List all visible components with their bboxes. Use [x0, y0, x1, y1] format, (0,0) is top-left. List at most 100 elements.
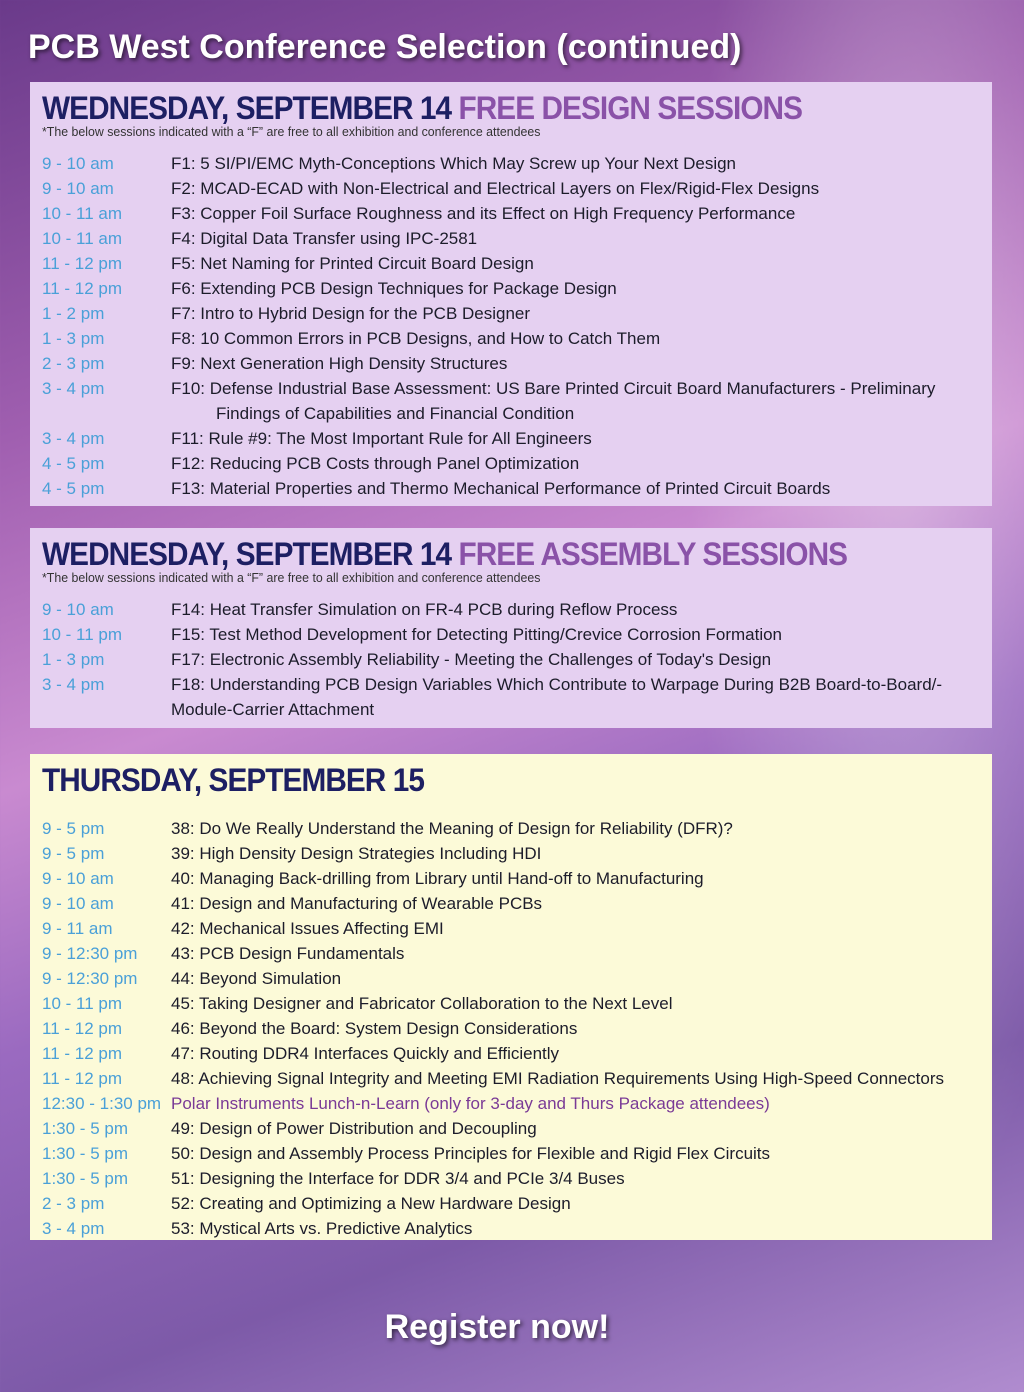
session-row: 1 - 3 pm F8: 10 Common Errors in PCB Desi… — [42, 326, 980, 351]
session-time: 11 - 12 pm — [42, 1019, 123, 1038]
session-time: 11 - 12 pm — [42, 1069, 123, 1088]
section-title: WEDNESDAY, SEPTEMBER 14 FREE DESIGN SESS… — [42, 90, 914, 126]
section-title: WEDNESDAY, SEPTEMBER 14 FREE ASSEMBLY SE… — [42, 536, 914, 572]
session-row: 11 - 12 pm F6: Extending PCB Design Techn… — [42, 276, 980, 301]
session-title: F10: Defense Industrial Base Assessment:… — [171, 379, 936, 423]
session-time: 10 - 11 am — [42, 229, 123, 248]
session-list: 9 - 5 pm 38: Do We Really Understand the … — [42, 816, 980, 1241]
session-row: 3 - 4 pm F18: Understanding PCB Design Va… — [42, 672, 980, 722]
session-row: 10 - 11 am F3: Copper Foil Surface Roughn… — [42, 201, 980, 226]
session-title: 53: Mystical Arts vs. Predictive Analyti… — [171, 1219, 473, 1238]
session-time: 9 - 10 am — [42, 869, 114, 888]
session-row: 3 - 4 pm F10: Defense Industrial Base Ass… — [42, 376, 980, 426]
session-row: 9 - 5 pm 38: Do We Really Understand the … — [42, 816, 980, 841]
session-row: 2 - 3 pm 52: Creating and Optimizing a Ne… — [42, 1191, 980, 1216]
session-time: 12:30 - 1:30 pm — [42, 1094, 162, 1113]
session-title: 39: High Density Design Strategies Inclu… — [171, 844, 542, 863]
session-title: F17: Electronic Assembly Reliability - M… — [171, 650, 772, 669]
session-time: 3 - 4 pm — [42, 429, 105, 448]
session-row: 9 - 10 am 41: Design and Manufacturing of… — [42, 891, 980, 916]
session-title: 44: Beyond Simulation — [171, 969, 342, 988]
session-row: 11 - 12 pm 48: Achieving Signal Integrity… — [42, 1066, 980, 1091]
session-row: 9 - 10 am F1: 5 SI/PI/EMC Myth-Conception… — [42, 151, 980, 176]
register-now-link[interactable]: Register now! — [384, 1308, 610, 1346]
session-title: F5: Net Naming for Printed Circuit Board… — [171, 254, 534, 273]
session-title: 45: Taking Designer and Fabricator Colla… — [171, 994, 673, 1013]
section-subtitle: FREE ASSEMBLY SESSIONS — [458, 536, 848, 572]
session-row: 4 - 5 pm F13: Material Properties and The… — [42, 476, 980, 501]
session-title: F1: 5 SI/PI/EMC Myth-Conceptions Which M… — [171, 154, 737, 173]
section-title: THURSDAY, SEPTEMBER 15 — [42, 762, 914, 798]
session-title: F2: MCAD-ECAD with Non-Electrical and El… — [171, 179, 820, 198]
session-row: 1 - 3 pm F17: Electronic Assembly Reliabi… — [42, 647, 980, 672]
session-row: 1:30 - 5 pm 51: Designing the Interface f… — [42, 1166, 980, 1191]
session-title: F12: Reducing PCB Costs through Panel Op… — [171, 454, 580, 473]
session-time: 2 - 3 pm — [42, 1194, 105, 1213]
session-title: 46: Beyond the Board: System Design Cons… — [171, 1019, 578, 1038]
session-row: 1 - 2 pm F7: Intro to Hybrid Design for t… — [42, 301, 980, 326]
session-time: 9 - 10 am — [42, 600, 114, 619]
session-time: 10 - 11 am — [42, 204, 123, 223]
session-row: 12:30 - 1:30 pm Polar Instruments Lunch-n… — [42, 1091, 980, 1116]
session-row: 9 - 10 am F14: Heat Transfer Simulation o… — [42, 597, 980, 622]
session-title: 50: Design and Assembly Process Principl… — [171, 1144, 771, 1163]
session-row: 10 - 11 pm F15: Test Method Development f… — [42, 622, 980, 647]
session-time: 1 - 2 pm — [42, 304, 105, 323]
section-day: WEDNESDAY, SEPTEMBER 14 — [42, 536, 452, 572]
session-time: 1 - 3 pm — [42, 650, 105, 669]
session-title: F8: 10 Common Errors in PCB Designs, and… — [171, 329, 661, 348]
session-time: 9 - 5 pm — [42, 844, 105, 863]
session-time: 9 - 11 am — [42, 919, 113, 938]
session-time: 9 - 12:30 pm — [42, 944, 138, 963]
session-row: 9 - 10 am F2: MCAD-ECAD with Non-Electric… — [42, 176, 980, 201]
session-row: 4 - 5 pm F12: Reducing PCB Costs through … — [42, 451, 980, 476]
session-time: 2 - 3 pm — [42, 354, 105, 373]
session-time: 1 - 3 pm — [42, 329, 105, 348]
session-row: 10 - 11 pm 45: Taking Designer and Fabric… — [42, 991, 980, 1016]
session-time: 4 - 5 pm — [42, 479, 105, 498]
session-row: 10 - 11 am F4: Digital Data Transfer usin… — [42, 226, 980, 251]
session-time: 9 - 10 am — [42, 894, 114, 913]
section-wed-design: WEDNESDAY, SEPTEMBER 14 FREE DESIGN SESS… — [30, 82, 992, 506]
session-title: F13: Material Properties and Thermo Mech… — [171, 479, 831, 498]
session-title: F9: Next Generation High Density Structu… — [171, 354, 508, 373]
session-time: 3 - 4 pm — [42, 675, 105, 694]
session-row: 11 - 12 pm F5: Net Naming for Printed Cir… — [42, 251, 980, 276]
session-time: 11 - 12 pm — [42, 279, 123, 298]
section-day: WEDNESDAY, SEPTEMBER 14 — [42, 90, 452, 126]
session-time: 1:30 - 5 pm — [42, 1144, 128, 1163]
section-day: THURSDAY, SEPTEMBER 15 — [42, 762, 425, 798]
session-row: 2 - 3 pm F9: Next Generation High Density… — [42, 351, 980, 376]
session-title: F7: Intro to Hybrid Design for the PCB D… — [171, 304, 531, 323]
session-title: F14: Heat Transfer Simulation on FR-4 PC… — [171, 600, 678, 619]
session-row: 9 - 5 pm 39: High Density Design Strategi… — [42, 841, 980, 866]
page-title: PCB West Conference Selection (continued… — [28, 28, 742, 66]
session-time: 11 - 12 pm — [42, 254, 123, 273]
session-title: 52: Creating and Optimizing a New Hardwa… — [171, 1194, 571, 1213]
session-time: 1:30 - 5 pm — [42, 1169, 128, 1188]
session-title: 49: Design of Power Distribution and Dec… — [171, 1119, 537, 1138]
section-subtitle: FREE DESIGN SESSIONS — [458, 90, 803, 126]
session-title: F4: Digital Data Transfer using IPC-2581 — [171, 229, 478, 248]
session-time: 9 - 10 am — [42, 154, 114, 173]
session-row: 1:30 - 5 pm 49: Design of Power Distribut… — [42, 1116, 980, 1141]
session-row: 1:30 - 5 pm 50: Design and Assembly Proce… — [42, 1141, 980, 1166]
session-title: 40: Managing Back-drilling from Library … — [171, 869, 704, 888]
session-row: 9 - 11 am 42: Mechanical Issues Affecting… — [42, 916, 980, 941]
session-title: Polar Instruments Lunch-n-Learn (only fo… — [171, 1094, 770, 1113]
session-title: F15: Test Method Development for Detecti… — [171, 625, 783, 644]
session-row: 11 - 12 pm 46: Beyond the Board: System D… — [42, 1016, 980, 1041]
session-row: 9 - 10 am 40: Managing Back-drilling from… — [42, 866, 980, 891]
session-row: 9 - 12:30 pm 44: Beyond Simulation — [42, 966, 980, 991]
session-list: 9 - 10 am F14: Heat Transfer Simulation o… — [42, 597, 980, 722]
session-row: 3 - 4 pm F11: Rule #9: The Most Important… — [42, 426, 980, 451]
session-title: F18: Understanding PCB Design Variables … — [171, 675, 943, 719]
session-time: 4 - 5 pm — [42, 454, 105, 473]
session-time: 9 - 10 am — [42, 179, 114, 198]
session-row: 11 - 12 pm 47: Routing DDR4 Interfaces Qu… — [42, 1041, 980, 1066]
session-list: 9 - 10 am F1: 5 SI/PI/EMC Myth-Conception… — [42, 151, 980, 501]
section-wed-assembly: WEDNESDAY, SEPTEMBER 14 FREE ASSEMBLY SE… — [30, 528, 992, 728]
section-note: *The below sessions indicated with a “F”… — [42, 124, 541, 139]
session-title: 48: Achieving Signal Integrity and Meeti… — [171, 1069, 944, 1088]
session-title: 51: Designing the Interface for DDR 3/4 … — [171, 1169, 625, 1188]
